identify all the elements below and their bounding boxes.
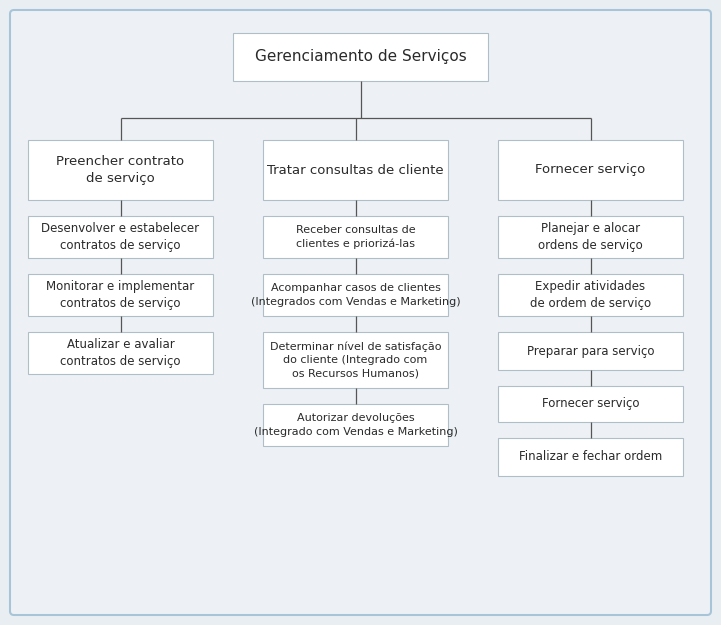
Text: Fornecer serviço: Fornecer serviço [541,398,640,411]
Text: Gerenciamento de Serviços: Gerenciamento de Serviços [255,49,466,64]
Text: Acompanhar casos de clientes
(Integrados com Vendas e Marketing): Acompanhar casos de clientes (Integrados… [251,283,460,307]
FancyBboxPatch shape [498,140,683,200]
FancyBboxPatch shape [28,140,213,200]
FancyBboxPatch shape [263,404,448,446]
Text: Determinar nível de satisfação
do cliente (Integrado com
os Recursos Humanos): Determinar nível de satisfação do client… [270,341,441,379]
Text: Desenvolver e estabelecer
contratos de serviço: Desenvolver e estabelecer contratos de s… [41,222,200,252]
FancyBboxPatch shape [263,216,448,258]
Text: Atualizar e avaliar
contratos de serviço: Atualizar e avaliar contratos de serviço [61,338,181,368]
FancyBboxPatch shape [498,274,683,316]
FancyBboxPatch shape [498,438,683,476]
FancyBboxPatch shape [263,140,448,200]
Text: Monitorar e implementar
contratos de serviço: Monitorar e implementar contratos de ser… [46,280,195,310]
FancyBboxPatch shape [498,386,683,422]
Text: Preparar para serviço: Preparar para serviço [527,344,654,357]
FancyBboxPatch shape [263,274,448,316]
FancyBboxPatch shape [28,216,213,258]
Text: Receber consultas de
clientes e priorizá-las: Receber consultas de clientes e priorizá… [296,225,415,249]
Text: Autorizar devoluções
(Integrado com Vendas e Marketing): Autorizar devoluções (Integrado com Vend… [254,413,457,437]
FancyBboxPatch shape [28,274,213,316]
FancyBboxPatch shape [233,33,488,81]
Text: Finalizar e fechar ordem: Finalizar e fechar ordem [519,451,662,464]
FancyBboxPatch shape [10,10,711,615]
FancyBboxPatch shape [28,332,213,374]
Text: Preencher contrato
de serviço: Preencher contrato de serviço [56,155,185,185]
FancyBboxPatch shape [263,332,448,388]
Text: Expedir atividades
de ordem de serviço: Expedir atividades de ordem de serviço [530,280,651,310]
FancyBboxPatch shape [498,216,683,258]
Text: Tratar consultas de cliente: Tratar consultas de cliente [267,164,444,176]
FancyBboxPatch shape [498,332,683,370]
Text: Fornecer serviço: Fornecer serviço [536,164,645,176]
Text: Planejar e alocar
ordens de serviço: Planejar e alocar ordens de serviço [538,222,643,252]
